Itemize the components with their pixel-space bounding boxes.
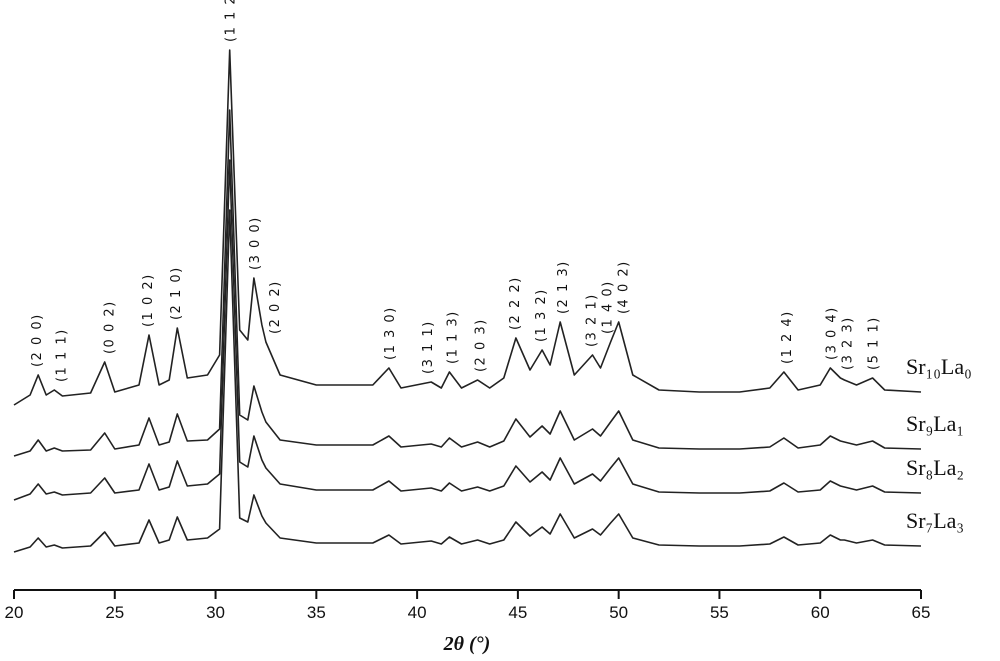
series-label: Sr₉La₁: [906, 411, 964, 436]
series-label: Sr₁₀La₀: [906, 354, 972, 379]
x-tick-label: 55: [710, 603, 729, 622]
peak-label: (3 1 1): [421, 320, 436, 374]
peak-label: (2 0 0): [30, 313, 45, 367]
peak-label: (1 1 2): [224, 0, 239, 42]
x-tick-label: 40: [408, 603, 427, 622]
peak-label: (2 1 3): [556, 260, 571, 314]
peak-label: (1 0 2): [141, 273, 156, 327]
x-tick-label: 65: [912, 603, 931, 622]
xrd-pattern: [13, 159, 922, 501]
peak-label: (1 4 0): [601, 280, 616, 334]
peak-label: (2 0 2): [268, 280, 283, 334]
peak-label: (2 0 3): [474, 318, 489, 372]
x-tick-label: 25: [105, 603, 124, 622]
series-label: Sr₇La₃: [906, 508, 964, 533]
peak-label: (1 2 4): [780, 310, 795, 364]
peak-label: (3 2 1): [584, 293, 599, 347]
peak-label: (3 0 4): [824, 306, 839, 360]
x-tick-label: 30: [206, 603, 225, 622]
peak-label: (2 1 0): [169, 266, 184, 320]
xrd-pattern: [13, 109, 922, 457]
peak-label: (1 3 2): [534, 288, 549, 342]
peak-label: (1 1 3): [445, 310, 460, 364]
peak-label: (1 3 0): [383, 306, 398, 360]
peak-label: (1 1 1): [54, 328, 69, 382]
peak-label: (3 0 0): [248, 216, 263, 270]
peak-label: (4 0 2): [617, 260, 632, 314]
xrd-pattern: [13, 49, 922, 406]
x-tick-label: 60: [811, 603, 830, 622]
peak-label: (3 2 3): [840, 316, 855, 370]
x-axis-label: 2θ (°): [443, 633, 491, 655]
x-tick-label: 20: [5, 603, 24, 622]
xrd-pattern: [13, 209, 922, 553]
series-label: Sr₈La₂: [906, 455, 964, 480]
x-tick-label: 50: [609, 603, 628, 622]
peak-label: (2 2 2): [508, 276, 523, 330]
peak-label: (0 0 2): [103, 300, 118, 354]
x-tick-label: 35: [307, 603, 326, 622]
peak-label: (5 1 1): [867, 316, 882, 370]
x-tick-label: 45: [508, 603, 527, 622]
